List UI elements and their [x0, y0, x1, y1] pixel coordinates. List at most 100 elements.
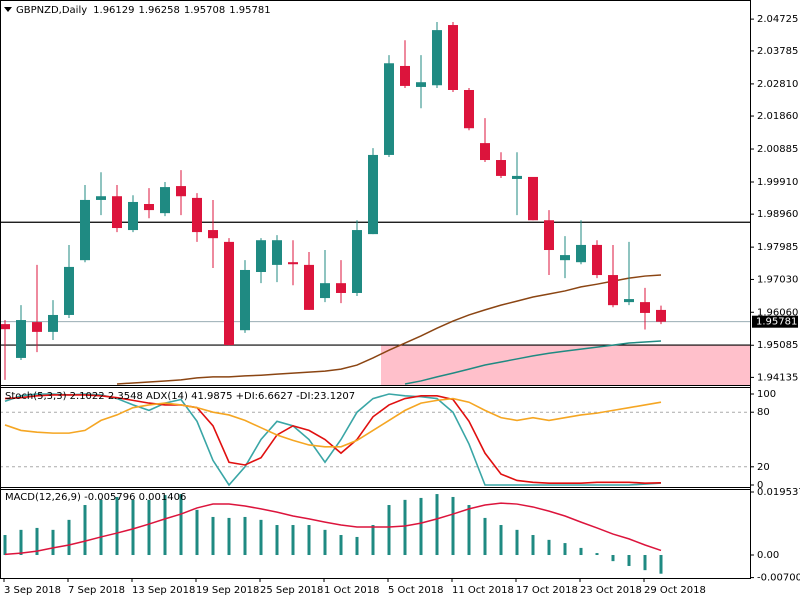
macd-bar [51, 529, 55, 556]
indicator-label: Stoch(5,3,3) 2.1022 2.3548 ADX(14) 41.98… [5, 391, 355, 402]
macd-bar [83, 505, 87, 556]
macd-bar [227, 517, 231, 556]
header-high: 1.96258 [139, 5, 180, 16]
macd-bar [371, 525, 375, 556]
header-close: 1.95781 [229, 5, 270, 16]
macd-bar [563, 543, 567, 556]
candle-body [352, 230, 362, 293]
candle-body [224, 241, 234, 346]
candle-body [288, 262, 298, 265]
macd-bar [67, 519, 71, 556]
candle-body [0, 324, 10, 330]
macd-bar [531, 535, 535, 556]
macd-bar [483, 517, 487, 556]
x-tick-label: 7 Sep 2018 [68, 585, 125, 596]
y-tick-label: 1.96060 [757, 307, 798, 318]
candle-body [432, 30, 442, 86]
candle-body [240, 269, 250, 331]
x-tick-label: 29 Oct 2018 [644, 585, 706, 596]
chart-title: GBPNZD,Daily [16, 5, 87, 16]
candle-body [528, 176, 538, 221]
candle-body [96, 196, 106, 200]
y-tick-label: 1.97030 [757, 274, 798, 285]
candle-body [608, 275, 618, 306]
macd-bar [387, 505, 391, 556]
macd-bar [115, 496, 119, 556]
candle-body [304, 264, 314, 310]
y-tick-label: 1.98960 [757, 209, 798, 220]
candle-body [368, 154, 378, 235]
candle-body [16, 320, 26, 358]
candle-body [64, 266, 74, 315]
macd-bar [435, 494, 439, 556]
macd-bar [19, 529, 23, 556]
macd-bar [211, 516, 215, 556]
candle-body [400, 65, 410, 86]
candle-body [576, 244, 586, 263]
x-tick-label: 13 Sep 2018 [132, 585, 195, 596]
macd-bar [355, 536, 359, 556]
y-tick-label: -0.007003 [757, 573, 800, 584]
candle-body [624, 299, 634, 303]
chart-header: GBPNZD,Daily 1.96129 1.96258 1.95708 1.95781 [16, 5, 271, 16]
candle-body [512, 175, 522, 179]
macd-bar [275, 525, 279, 556]
candle-body [176, 186, 186, 197]
indicator-line [4, 397, 662, 448]
macd-bar [499, 525, 503, 556]
macd-bar [3, 535, 7, 556]
macd-bar [147, 499, 151, 556]
macd-bar [579, 547, 583, 556]
macd-bar [659, 555, 663, 574]
menu-icon [4, 7, 12, 12]
x-tick-label: 5 Oct 2018 [388, 585, 443, 596]
candle-body [208, 230, 218, 239]
y-tick-label: 1.94135 [757, 372, 798, 383]
y-tick-label: 2.04725 [757, 14, 798, 25]
last-price-box [752, 315, 798, 328]
y-tick-label: 2.03785 [757, 46, 798, 57]
candle-body [144, 204, 154, 211]
candle-body [272, 240, 282, 265]
candle-body [544, 220, 554, 251]
macd-bar [451, 496, 455, 556]
plot-layer [0, 21, 750, 574]
candle-body [128, 201, 138, 231]
y-tick-label: 20 [757, 462, 770, 473]
y-tick-label: 1.97985 [757, 242, 798, 253]
y-tick-label: 2.02810 [757, 79, 798, 90]
macd-bar [627, 555, 631, 566]
x-tick-label: 3 Sep 2018 [4, 585, 61, 596]
candle-body [48, 314, 58, 332]
candle-body [192, 197, 202, 233]
x-tick-label: 25 Sep 2018 [260, 585, 323, 596]
candle-body [448, 25, 458, 90]
candle-body [480, 143, 490, 161]
candle-body [560, 255, 570, 261]
macd-bar [179, 494, 183, 556]
y-tick-label: 100 [757, 389, 776, 400]
macd-bar [467, 505, 471, 556]
y-tick-label: 1.95085 [757, 340, 798, 351]
macd-bar [611, 555, 615, 562]
indicator-label: MACD(12,26,9) -0.005796 0.001406 [5, 492, 186, 503]
candle-body [640, 302, 650, 313]
y-tick-label: 2.00885 [757, 144, 798, 155]
macd-bar [259, 519, 263, 556]
macd-bar [323, 529, 327, 556]
last-price-label: 1.95781 [756, 317, 797, 328]
indicator-line [4, 502, 662, 556]
macd-bar [547, 539, 551, 556]
header-open: 1.96129 [93, 5, 134, 16]
candle-body [112, 196, 122, 229]
macd-bar [35, 527, 39, 556]
candle-body [256, 240, 266, 273]
candle-body [496, 160, 506, 176]
indicator-line [404, 340, 662, 385]
macd-bar [595, 553, 599, 556]
y-tick-label: 1.99910 [757, 177, 798, 188]
y-tick-label: 0.019537 [757, 487, 800, 498]
macd-bar [419, 497, 423, 556]
candle-body [336, 283, 346, 293]
